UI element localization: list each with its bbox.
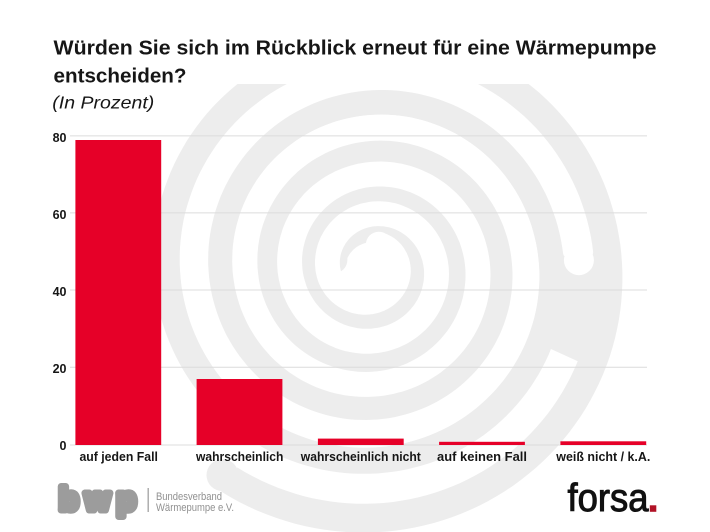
svg-text:0: 0	[60, 439, 67, 453]
svg-text:40: 40	[53, 285, 67, 299]
svg-text:wahrscheinlich nicht: wahrscheinlich nicht	[300, 450, 422, 464]
svg-text:Bundesverband: Bundesverband	[156, 491, 222, 503]
svg-text:wahrscheinlich: wahrscheinlich	[195, 450, 283, 464]
svg-text:bwp: bwp	[59, 481, 142, 517]
svg-text:60: 60	[53, 208, 67, 222]
svg-text:auf jeden Fall: auf jeden Fall	[79, 450, 158, 464]
svg-text:Wärmepumpe e.V.: Wärmepumpe e.V.	[156, 502, 234, 514]
svg-text:(In Prozent): (In Prozent)	[52, 93, 154, 113]
svg-text:auf keinen Fall: auf keinen Fall	[437, 450, 527, 464]
svg-text:forsa: forsa	[568, 477, 649, 520]
svg-text:entscheiden?: entscheiden?	[54, 65, 187, 88]
svg-text:Würden Sie sich im Rückblick e: Würden Sie sich im Rückblick erneut für …	[54, 36, 657, 59]
svg-text:weiß nicht / k.A.: weiß nicht / k.A.	[555, 450, 650, 464]
svg-text:20: 20	[53, 362, 67, 376]
svg-text:80: 80	[53, 131, 67, 145]
